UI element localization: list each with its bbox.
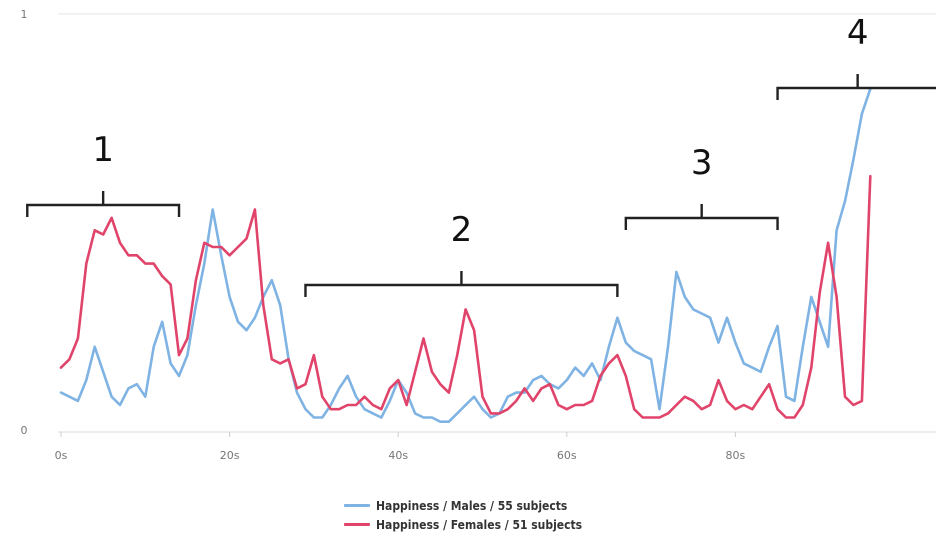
annotation-bracket-4 <box>776 74 936 100</box>
annotation-brackets: 1 2 3 4 <box>26 13 936 297</box>
legend-swatch-males <box>344 504 370 507</box>
x-tick-label: 0s <box>55 449 68 462</box>
annotation-label-3: 3 <box>691 143 713 183</box>
legend-swatch-females <box>344 523 370 526</box>
y-tick-label: 1 <box>21 8 28 21</box>
annotation-label-4: 4 <box>847 13 869 53</box>
annotation-bracket-2 <box>304 271 619 297</box>
x-tick-label: 40s <box>388 449 408 462</box>
legend: Happiness / Males / 55 subjects Happines… <box>344 496 582 534</box>
x-tick-label: 20s <box>220 449 240 462</box>
y-tick-label: 0 <box>21 424 28 437</box>
annotation-label-2: 2 <box>451 210 473 250</box>
series-line-males <box>59 87 872 424</box>
legend-label-females: Happiness / Females / 51 subjects <box>376 517 583 532</box>
axis-ticks: 0s 20s 40s 60s 80s 0 1 <box>21 8 746 462</box>
x-tick-label: 60s <box>557 449 577 462</box>
x-tick-label: 80s <box>726 449 746 462</box>
legend-item-females: Happiness / Females / 51 subjects <box>344 515 582 534</box>
legend-item-males: Happiness / Males / 55 subjects <box>344 496 582 515</box>
series-line-females <box>59 174 872 419</box>
annotation-label-1: 1 <box>92 130 114 170</box>
series-lines <box>59 87 872 424</box>
legend-label-males: Happiness / Males / 55 subjects <box>376 498 568 513</box>
annotation-bracket-1 <box>26 191 181 217</box>
annotation-bracket-3 <box>624 204 779 230</box>
